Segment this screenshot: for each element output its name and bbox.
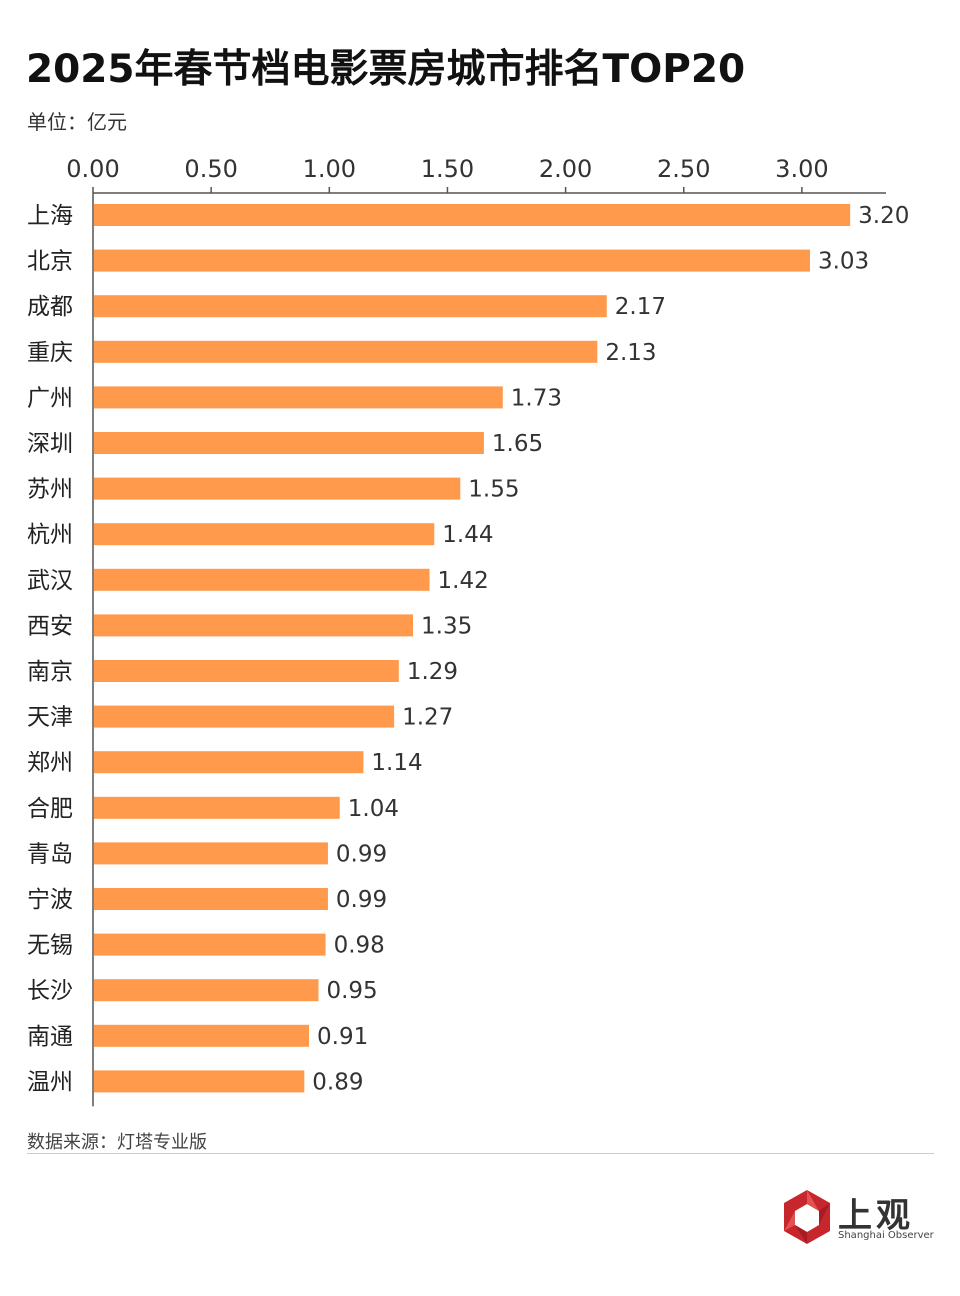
- category-label: 青岛: [27, 841, 73, 867]
- value-label: 0.95: [326, 978, 377, 1004]
- value-label: 2.13: [605, 340, 656, 366]
- bar: [94, 1070, 305, 1093]
- category-label: 上海: [27, 203, 73, 229]
- value-label: 1.29: [407, 659, 458, 685]
- category-label: 南京: [27, 659, 73, 685]
- bar: [94, 340, 598, 363]
- bar: [94, 295, 607, 318]
- value-label: 3.20: [858, 203, 909, 229]
- bar-chart: 0.00 0.50 1.00 1.50 2.00 2.50 3.00 上海 3.20 北京 3.03…: [27, 155, 909, 1107]
- bar: [94, 249, 810, 272]
- value-label: 3.03: [818, 249, 869, 275]
- bar: [94, 660, 399, 682]
- category-label: 合肥: [27, 796, 73, 822]
- bar: [94, 477, 461, 500]
- category-label: 重庆: [27, 340, 73, 366]
- value-label: 1.55: [468, 477, 519, 503]
- value-label: 1.44: [442, 522, 493, 548]
- category-label: 温州: [27, 1069, 73, 1095]
- x-tick-label: 1.00: [303, 155, 356, 183]
- value-label: 0.99: [336, 887, 387, 913]
- bar: [94, 796, 340, 819]
- x-tick-label: 0.00: [66, 155, 119, 183]
- value-label: 1.73: [511, 385, 562, 411]
- bar: [94, 751, 364, 774]
- category-label: 南通: [27, 1024, 73, 1050]
- bar: [94, 568, 430, 591]
- bar: [94, 386, 503, 409]
- bar: [94, 888, 328, 910]
- x-tick-label: 2.00: [539, 155, 592, 183]
- category-label: 武汉: [27, 568, 73, 594]
- value-label: 1.42: [438, 568, 489, 594]
- category-label: 广州: [27, 385, 73, 411]
- category-label: 北京: [27, 249, 73, 275]
- bar: [94, 614, 414, 637]
- value-label: 1.14: [371, 750, 422, 776]
- bar: [94, 432, 484, 454]
- x-tick-label: 1.50: [421, 155, 474, 183]
- source-note: 数据来源：灯塔专业版: [27, 1132, 207, 1153]
- category-label: 苏州: [27, 477, 73, 503]
- value-label: 1.27: [402, 705, 453, 731]
- value-label: 1.04: [348, 796, 399, 822]
- category-label: 长沙: [27, 978, 73, 1004]
- bar: [94, 1024, 310, 1047]
- value-label: 1.35: [421, 613, 472, 639]
- category-label: 深圳: [27, 431, 73, 457]
- category-label: 西安: [27, 613, 73, 639]
- brand-subtitle: Shanghai Observer: [838, 1230, 934, 1241]
- value-label: 0.89: [312, 1069, 363, 1095]
- bar: [94, 842, 328, 865]
- chart-title: 2025年春节档电影票房城市排名TOP20: [26, 47, 746, 92]
- x-tick-label: 2.50: [657, 155, 710, 183]
- x-tick-label: 0.50: [184, 155, 237, 183]
- shanghai-observer-logo-icon: [784, 1190, 830, 1244]
- bar: [94, 523, 435, 546]
- unit-label: 单位：亿元: [27, 110, 127, 134]
- category-label: 天津: [27, 705, 73, 731]
- bar: [94, 979, 319, 1002]
- category-label: 无锡: [27, 933, 73, 959]
- value-label: 0.91: [317, 1024, 368, 1050]
- category-label: 杭州: [27, 522, 73, 548]
- divider: [27, 1153, 934, 1154]
- x-tick-label: 3.00: [775, 155, 828, 183]
- value-label: 0.99: [336, 841, 387, 867]
- bar: [94, 705, 395, 728]
- value-label: 2.17: [615, 294, 666, 320]
- bar: [94, 933, 326, 956]
- brand-logo: 上观 Shanghai Observer: [778, 1188, 938, 1248]
- category-label: 郑州: [27, 750, 73, 776]
- category-label: 宁波: [27, 887, 73, 913]
- brand-name: 上观: [838, 1196, 914, 1236]
- value-label: 0.98: [334, 933, 385, 959]
- value-label: 1.65: [492, 431, 543, 457]
- category-label: 成都: [27, 294, 73, 320]
- bar: [94, 204, 851, 226]
